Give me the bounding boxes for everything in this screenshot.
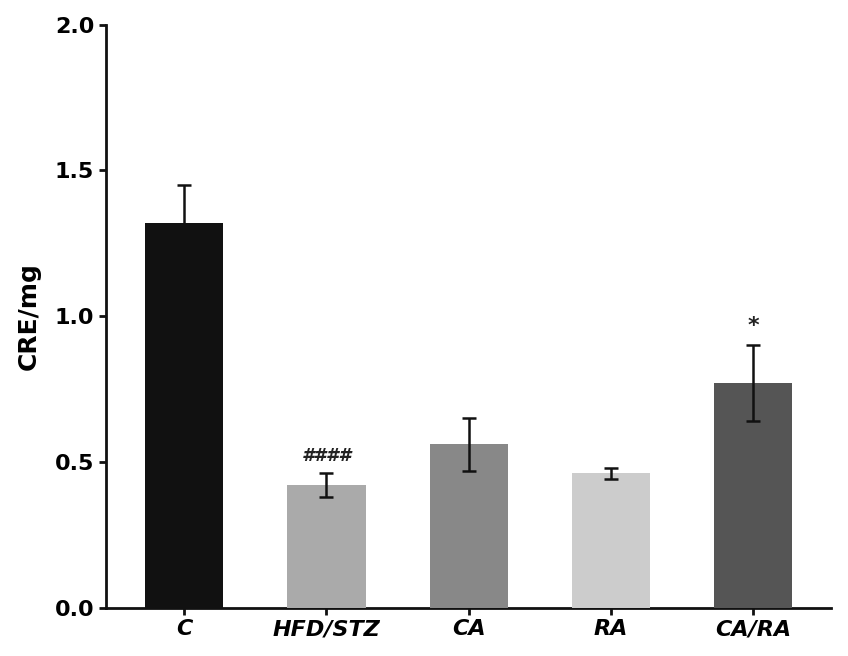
Bar [145,223,223,607]
Bar [287,485,365,607]
Text: *: * [747,316,759,337]
Text: ####: #### [301,447,351,464]
Bar [572,474,650,607]
Bar [714,383,792,607]
Y-axis label: CRE/mg: CRE/mg [17,262,41,370]
Bar [430,444,508,607]
